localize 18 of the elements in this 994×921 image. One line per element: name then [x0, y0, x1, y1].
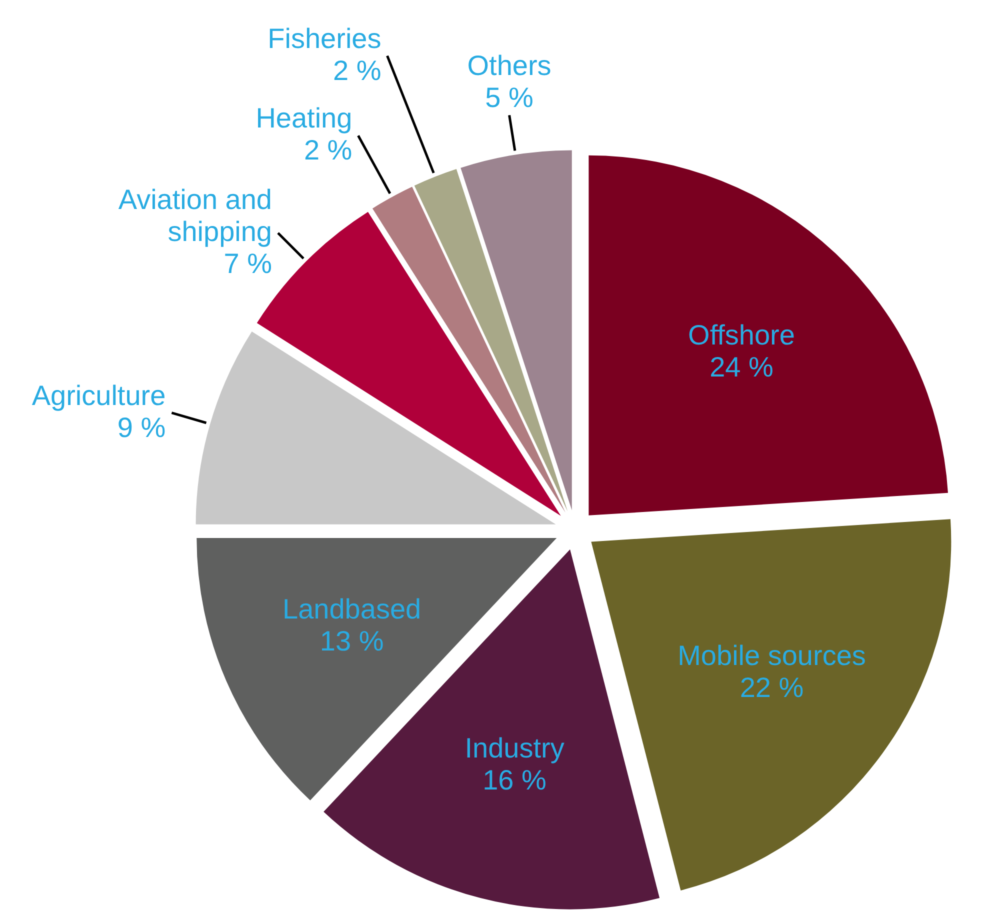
slice-label: Offshore [688, 320, 795, 351]
slice-label: Agriculture [32, 380, 166, 411]
data-label: 24 % [710, 352, 774, 383]
slice-label: Industry [464, 732, 564, 764]
data-label: 16 % [482, 764, 546, 796]
data-label: 2 % [333, 54, 382, 86]
data-label: 13 % [320, 626, 384, 657]
data-label: 9 % [117, 412, 166, 443]
slice-label: Heating [256, 102, 352, 134]
slice-label: Fisheries [268, 22, 382, 54]
slice-label: Landbased [282, 594, 422, 625]
data-label: 2 % [304, 134, 352, 166]
slice-label: Aviation and shipping [118, 184, 272, 248]
slice-label: Others [467, 50, 552, 82]
slice-label: Mobile sources [678, 640, 866, 671]
data-label: 7 % [224, 248, 272, 280]
data-label: 22 % [740, 672, 804, 703]
data-label: 5 % [485, 82, 534, 114]
